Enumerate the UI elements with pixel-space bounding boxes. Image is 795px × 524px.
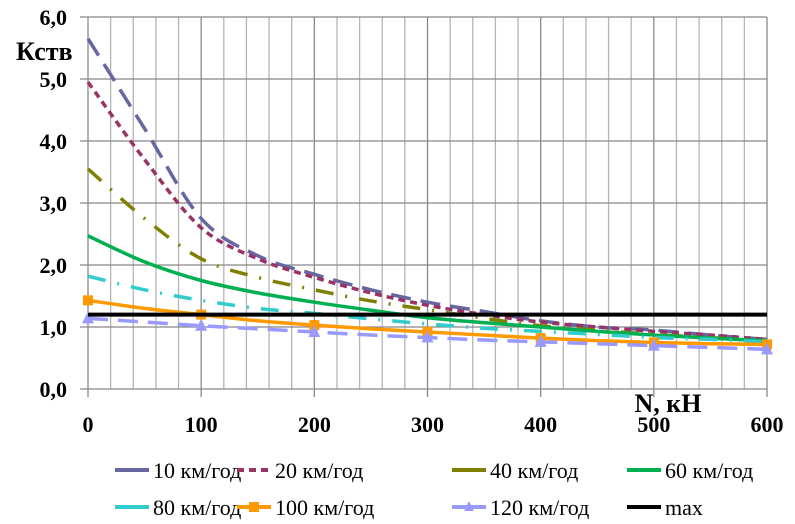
legend-label: max (665, 495, 703, 520)
series-120- (82, 311, 773, 355)
y-tick-label: 5,0 (40, 67, 68, 92)
series-layer (82, 37, 773, 355)
y-tick-label: 6,0 (40, 5, 68, 30)
legend-label: 120 км/год (490, 495, 589, 520)
data-point-marker (195, 318, 208, 331)
legend-label: 100 км/год (275, 495, 374, 520)
legend-entry: 20 км/год (237, 458, 363, 483)
legend-marker (249, 502, 259, 512)
legend-label: 20 км/год (275, 458, 363, 483)
data-point-marker (82, 311, 94, 324)
series-10- (86, 37, 768, 342)
series-line (86, 167, 768, 344)
data-point-marker (534, 334, 547, 347)
legend-entry: 60 км/год (627, 458, 753, 483)
x-tick-label: 300 (411, 412, 444, 437)
series-20- (86, 81, 768, 342)
legend-entry: 80 км/год (115, 495, 241, 520)
legend-label: 40 км/год (490, 458, 578, 483)
y-tick-label: 1,0 (40, 315, 68, 340)
data-point-marker (421, 330, 434, 343)
y-tick-label: 2,0 (40, 253, 68, 278)
x-tick-label: 400 (524, 412, 557, 437)
x-tick-label: 600 (751, 412, 784, 437)
data-point-marker (308, 324, 321, 337)
series-line (86, 37, 768, 342)
x-tick-label: 200 (298, 412, 331, 437)
y-axis-title: Кств (16, 37, 73, 66)
legend-marker (464, 501, 474, 511)
legend-label: 80 км/год (153, 495, 241, 520)
legend-entry: 100 км/год (237, 495, 374, 520)
y-tick-label: 0,0 (40, 377, 68, 402)
legend-entry: 120 км/год (452, 495, 589, 520)
x-tick-label: 0 (83, 412, 94, 437)
legend-entry: max (627, 495, 703, 520)
legend-entry: 10 км/год (115, 458, 241, 483)
legend: 10 км/год 20 км/год 40 км/год 60 км/год 80 к… (115, 458, 753, 520)
y-tick-label: 3,0 (40, 191, 68, 216)
x-tick-label: 500 (637, 412, 670, 437)
data-point-marker (761, 342, 773, 355)
x-axis-title: N, кН (635, 389, 702, 418)
x-tick-label: 100 (185, 412, 218, 437)
legend-label: 60 км/год (665, 458, 753, 483)
legend-label: 10 км/год (153, 458, 241, 483)
series-60- (87, 234, 768, 343)
tick-labels: 0 100 200 300 400 500 600 0,0 1,0 2,0 3,0 4,0 5,0 6,0 (40, 5, 784, 437)
series-40- (86, 167, 768, 344)
series-line (87, 234, 768, 343)
data-point-marker (647, 338, 660, 351)
y-tick-label: 4,0 (40, 129, 68, 154)
series-line (86, 81, 768, 342)
legend-entry: 40 км/год (452, 458, 578, 483)
data-point-marker (83, 295, 93, 306)
